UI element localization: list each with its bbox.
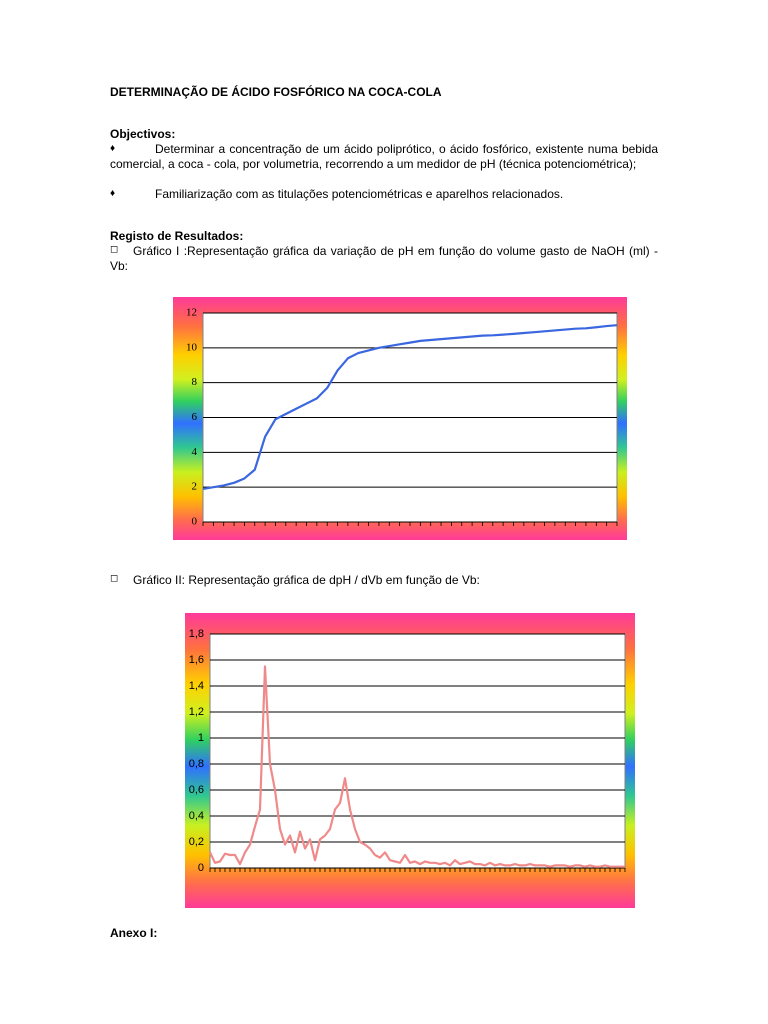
- doc-title: DETERMINAÇÃO DE ÁCIDO FOSFÓRICO NA COCA-…: [110, 85, 442, 99]
- checkbox: ◻: [110, 244, 119, 255]
- data-line: [209, 665, 625, 868]
- checkbox: ◻: [110, 573, 119, 584]
- y-tick-label: 1,6: [189, 654, 204, 666]
- y-tick-label: 2: [192, 481, 198, 493]
- y-tick-label: 6: [192, 411, 198, 423]
- y-tick-label: 1,8: [189, 628, 204, 640]
- bullet: ♦: [110, 143, 116, 154]
- y-tick-label: 1,4: [189, 680, 204, 692]
- y-tick-label: 1,2: [189, 706, 204, 718]
- y-tick-label: 0: [192, 516, 198, 528]
- section-heading: Registo de Resultados:: [110, 229, 244, 243]
- objective-item: Familiarização com as titulações potenci…: [155, 187, 564, 201]
- y-tick-label: 0: [198, 862, 204, 874]
- objective-item: Determinar a concentração de um ácido po…: [110, 142, 658, 171]
- y-tick-label: 0,6: [189, 784, 204, 796]
- chart: 0 0,2 0,4 0,6 0,8 1 1,2 1,4 1,6 1,8: [185, 613, 635, 908]
- chart: 0 2 4 6 8 10 12: [173, 297, 627, 540]
- plot-area: [209, 633, 626, 869]
- y-tick-label: 4: [192, 446, 198, 458]
- y-tick-label: 0,2: [189, 836, 204, 848]
- result-item: Gráfico II: Representação gráfica de dpH…: [133, 573, 480, 587]
- annex-heading: Anexo I:: [110, 926, 158, 940]
- data-line: [202, 324, 618, 490]
- y-tick-label: 12: [186, 307, 197, 319]
- bullet: ♦: [110, 188, 116, 199]
- y-tick-label: 8: [192, 376, 198, 388]
- y-tick-label: 1: [198, 732, 204, 744]
- y-tick-label: 0,4: [189, 810, 204, 822]
- y-tick-label: 10: [186, 341, 198, 353]
- result-item: Gráfico I :Representação gráfica da vari…: [110, 244, 658, 273]
- y-tick-label: 0,8: [189, 758, 204, 770]
- section-heading: Objectivos:: [110, 127, 176, 141]
